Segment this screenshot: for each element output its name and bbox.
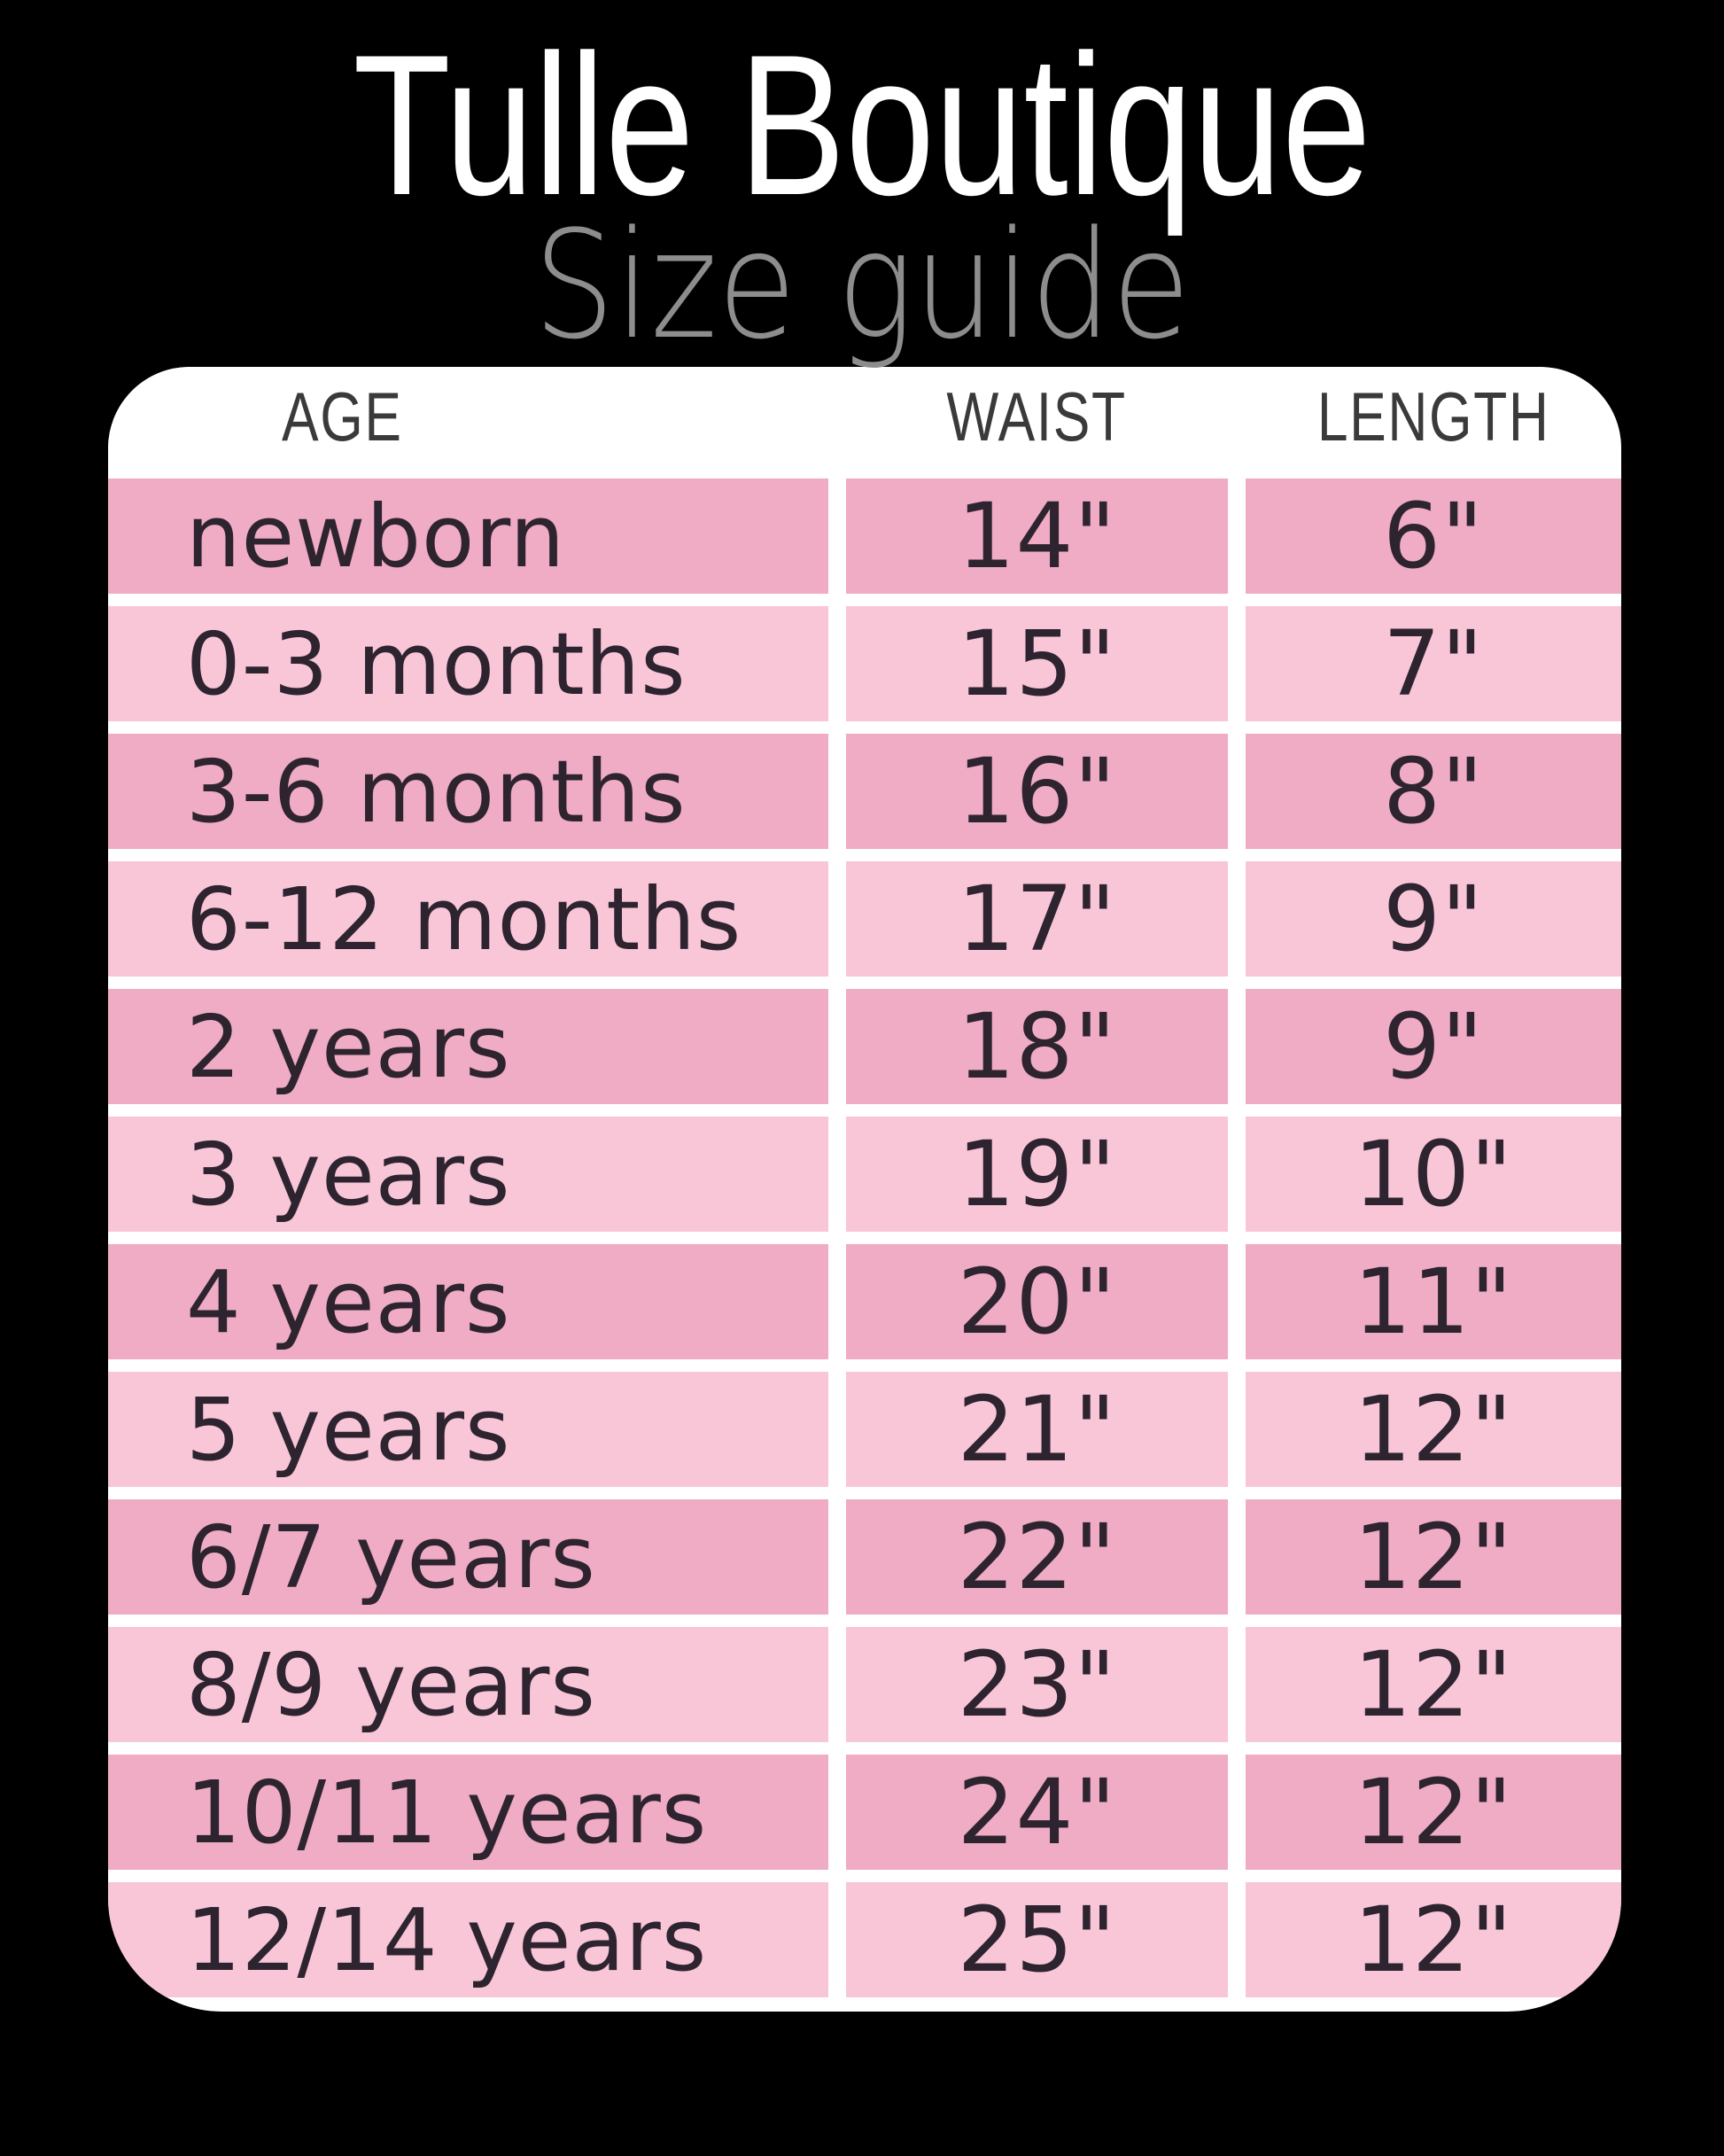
size-table-card: AGE WAIST LENGTH newborn 14" 6" 0-3 mont… (108, 367, 1621, 2012)
age-cell: 3-6 months (108, 734, 828, 849)
column-header-age: AGE (108, 367, 828, 466)
column-header-length-label: LENGTH (1316, 377, 1550, 455)
column-header-waist-label: WAIST (946, 377, 1128, 455)
waist-cell: 23" (846, 1627, 1228, 1742)
waist-cell: 21" (846, 1372, 1228, 1487)
length-cell: 12" (1246, 1755, 1621, 1870)
page-subtitle: Size guide (533, 198, 1191, 372)
age-cell: 10/11 years (108, 1755, 828, 1870)
waist-cell: 20" (846, 1244, 1228, 1359)
length-cell: 10" (1246, 1117, 1621, 1232)
length-cell: 11" (1246, 1244, 1621, 1359)
length-cell: 12" (1246, 1627, 1621, 1742)
age-cell: newborn (108, 479, 828, 594)
length-cell: 12" (1246, 1882, 1621, 1997)
waist-cell: 15" (846, 606, 1228, 721)
age-cell: 6-12 months (108, 861, 828, 977)
column-header-length: LENGTH (1246, 367, 1621, 466)
age-cell: 3 years (108, 1117, 828, 1232)
age-cell: 12/14 years (108, 1882, 828, 1997)
column-header-waist: WAIST (846, 367, 1228, 466)
length-cell: 12" (1246, 1499, 1621, 1615)
length-cell: 8" (1246, 734, 1621, 849)
waist-cell: 19" (846, 1117, 1228, 1232)
length-cell: 7" (1246, 606, 1621, 721)
length-cell: 12" (1246, 1372, 1621, 1487)
age-cell: 4 years (108, 1244, 828, 1359)
waist-cell: 14" (846, 479, 1228, 594)
length-cell: 6" (1246, 479, 1621, 594)
waist-cell: 16" (846, 734, 1228, 849)
length-cell: 9" (1246, 989, 1621, 1104)
waist-cell: 22" (846, 1499, 1228, 1615)
age-cell: 8/9 years (108, 1627, 828, 1742)
waist-cell: 25" (846, 1882, 1228, 1997)
waist-cell: 24" (846, 1755, 1228, 1870)
age-cell: 2 years (108, 989, 828, 1104)
length-cell: 9" (1246, 861, 1621, 977)
column-header-age-label: AGE (282, 377, 403, 455)
page-title: Tulle Boutique (353, 12, 1371, 237)
age-cell: 5 years (108, 1372, 828, 1487)
age-cell: 6/7 years (108, 1499, 828, 1615)
waist-cell: 17" (846, 861, 1228, 977)
waist-cell: 18" (846, 989, 1228, 1104)
size-table: AGE WAIST LENGTH newborn 14" 6" 0-3 mont… (108, 367, 1621, 2012)
age-cell: 0-3 months (108, 606, 828, 721)
